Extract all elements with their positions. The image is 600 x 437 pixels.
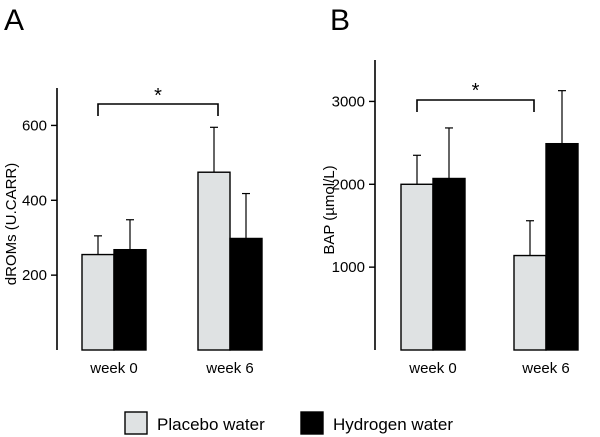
y-tick-label: 2000: [332, 176, 365, 193]
significance-bracket: [416, 99, 535, 112]
panel-letter: B: [330, 4, 350, 37]
legend-label-hydrogen: Hydrogen water: [333, 415, 453, 434]
significance-bracket: [97, 103, 219, 116]
panel-b: B 1000 2000 3000 BAP (µmol/L) week 0 week 6 *: [321, 4, 579, 377]
panel-letter: A: [4, 4, 24, 37]
x-tick-label: week 6: [205, 360, 254, 377]
y-axis-title: BAP (µmol/L): [321, 165, 338, 254]
bar-placebo-0: [81, 253, 115, 351]
bar-placebo-1: [513, 254, 547, 351]
bar-placebo-0: [400, 183, 434, 351]
x-tick-label: week 0: [89, 360, 138, 377]
y-tick-label: 1000: [332, 259, 365, 276]
y-tick-label: 200: [22, 267, 47, 284]
panel-a: A 200 400 600 dROMs (U.CARR) week 0 week 6 *: [3, 4, 263, 377]
y-tick-label: 3000: [332, 93, 365, 110]
legend-swatch-hydrogen: [300, 411, 324, 435]
significance-star: *: [154, 85, 162, 107]
bar-hydrogen-1: [545, 142, 579, 351]
y-tick-label: 600: [22, 117, 47, 134]
bar-hydrogen-1: [229, 237, 263, 351]
y-tick-label: 400: [22, 192, 47, 209]
bar-hydrogen-0: [113, 248, 147, 351]
y-axis-title: dROMs (U.CARR): [3, 163, 20, 286]
significance-star: *: [472, 80, 480, 102]
bar-hydrogen-0: [432, 177, 466, 351]
bar-placebo-1: [197, 171, 231, 351]
x-tick-label: week 0: [408, 360, 457, 377]
x-tick-label: week 6: [521, 360, 570, 377]
legend: Placebo water Hydrogen water: [124, 411, 453, 435]
legend-label-placebo: Placebo water: [157, 415, 265, 434]
legend-swatch-placebo: [124, 411, 148, 435]
